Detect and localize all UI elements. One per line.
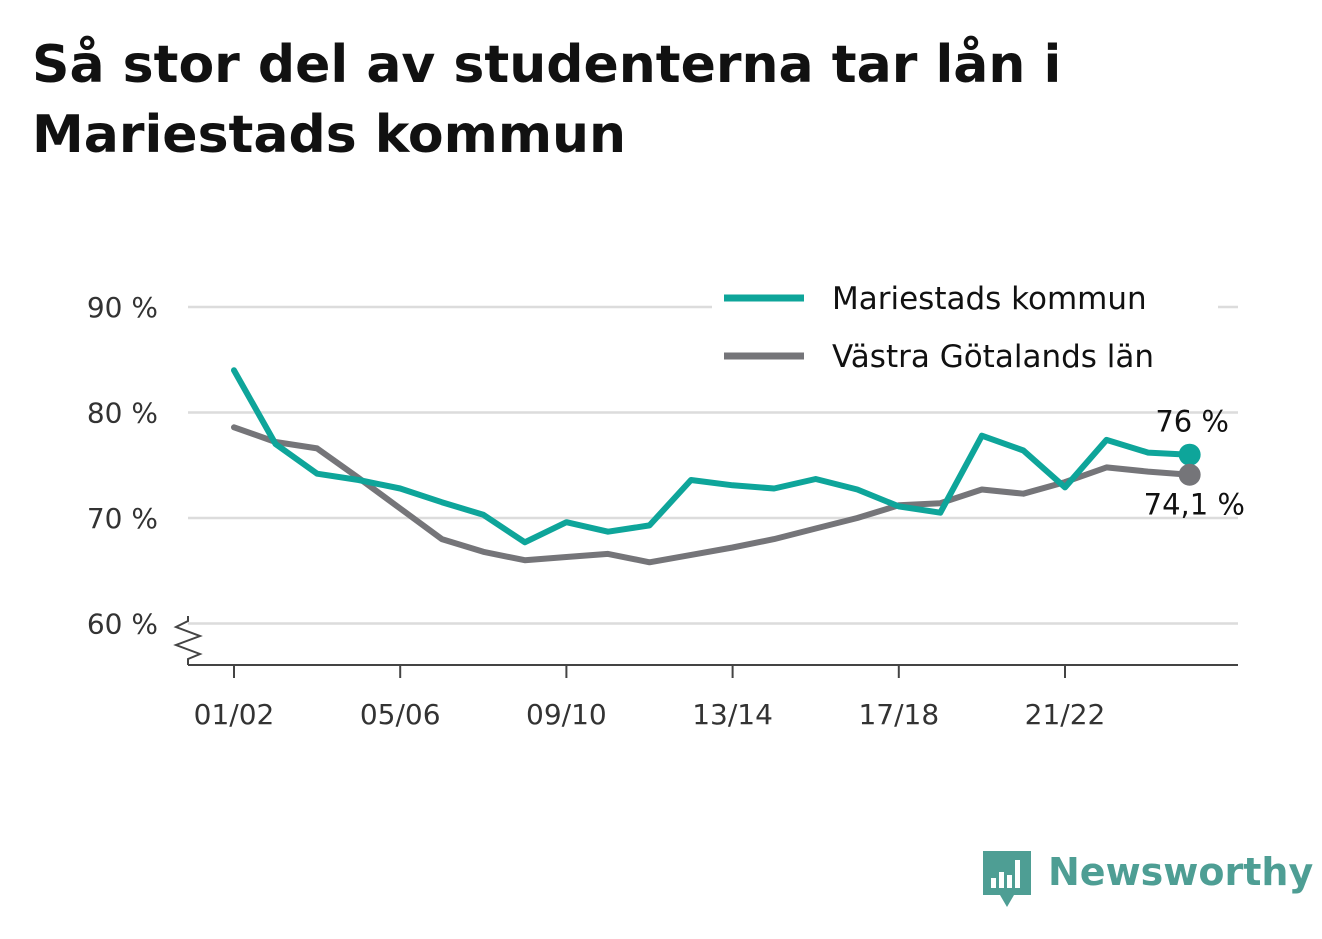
legend: Mariestads kommun Västra Götalands län: [712, 274, 1218, 380]
y-tick-label: 70 %: [87, 502, 158, 535]
series-lines: [231, 367, 1193, 566]
legend-label: Västra Götalands län: [832, 339, 1154, 375]
axis-break-icon: [173, 616, 203, 665]
series-endpoint: [1178, 463, 1201, 486]
x-tick-label: 21/22: [1025, 698, 1106, 731]
x-axis: [173, 616, 1238, 666]
y-tick-label: 80 %: [87, 397, 158, 430]
y-axis-ticks: 60 % 70 % 80 % 90 %: [87, 291, 158, 641]
newsworthy-logo-icon: [983, 851, 1031, 907]
series-line-mariestads: [231, 367, 1193, 546]
series-endpoint: [1178, 443, 1201, 466]
y-tick-label: 90 %: [87, 291, 158, 324]
legend-label: Mariestads kommun: [832, 281, 1147, 317]
series-line-vastra-gotaland: [231, 424, 1193, 566]
newsworthy-brand: Newsworthy: [980, 848, 1313, 912]
brand-name: Newsworthy: [1048, 850, 1314, 894]
end-value-label: 76 %: [1155, 405, 1229, 439]
end-value-label: 74,1 %: [1144, 488, 1245, 522]
x-tick-label: 17/18: [858, 698, 939, 731]
x-tick-label: 13/14: [692, 698, 773, 731]
chart-title: Så stor del av studenterna tar lån i Mar…: [32, 35, 1062, 165]
y-tick-label: 60 %: [87, 608, 158, 641]
series-endpoints: 76 % 74,1 %: [1144, 405, 1245, 522]
x-tick-label: 09/10: [526, 698, 607, 731]
x-tick-label: 05/06: [360, 698, 441, 731]
x-tick-label: 01/02: [194, 698, 275, 731]
x-axis-ticks: 01/02 05/06 09/10 13/14 17/18 21/22: [194, 665, 1106, 731]
